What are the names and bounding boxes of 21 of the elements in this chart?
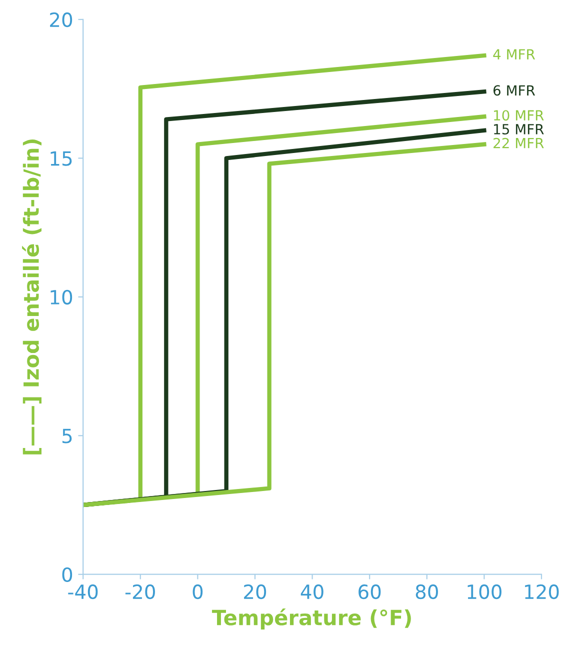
- series-label: 6 MFR: [493, 85, 535, 96]
- series-label: 4 MFR: [493, 49, 535, 60]
- x-tick-label: 80: [416, 584, 438, 600]
- x-tick-label: 20: [244, 584, 266, 600]
- x-tick-label: 40: [300, 584, 324, 600]
- y-tick-label: 20: [50, 12, 72, 28]
- x-tick-label: 60: [358, 584, 381, 600]
- x-tick-label: 0: [192, 584, 203, 600]
- series-label: 22 MFR: [494, 138, 544, 148]
- y-tick-label: 15: [50, 151, 72, 166]
- series-label: 15 MFR: [494, 124, 544, 134]
- x-tick-label: -20: [125, 584, 155, 600]
- x-tick-label: 100: [468, 584, 502, 600]
- x-tick-label: -40: [68, 584, 98, 600]
- x-tick-label: 120: [525, 584, 559, 600]
- y-tick-label: 0: [62, 567, 72, 582]
- y-tick-label: 5: [62, 428, 72, 444]
- y-tick-label: 10: [50, 290, 72, 305]
- series-label: 10 MFR: [494, 110, 544, 121]
- y-axis-title: [——] Izod entaillé (ft-lb/in): [22, 139, 42, 454]
- x-axis-title: Température (°F): [212, 608, 411, 630]
